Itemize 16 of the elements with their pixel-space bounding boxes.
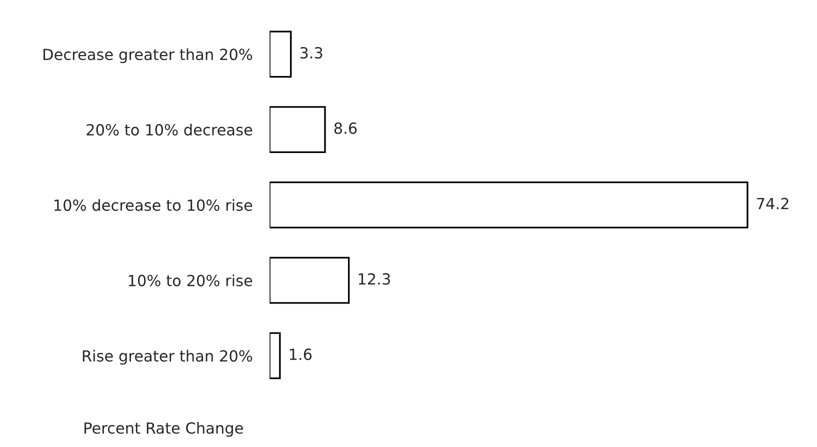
- bar: [270, 181, 748, 228]
- y-tick-label: 10% decrease to 10% rise: [54, 199, 252, 211]
- bar: [270, 106, 326, 153]
- x-axis-title: Percent Rate Change: [84, 422, 243, 437]
- data-label: 74.2: [757, 198, 788, 210]
- y-tick-label: 10% to 20% rise: [128, 274, 252, 286]
- y-tick-label: Rise greater than 20%: [82, 350, 252, 365]
- bar: [270, 332, 281, 380]
- data-label: 8.6: [334, 122, 357, 134]
- y-tick-label: 20% to 10% decrease: [86, 124, 252, 136]
- data-label: 3.3: [300, 47, 322, 59]
- data-label: 1.6: [290, 348, 312, 360]
- bar: [270, 30, 292, 78]
- y-tick-label: Decrease greater than 20%: [44, 48, 252, 64]
- data-label: 12.3: [358, 273, 390, 285]
- bar: [270, 256, 350, 304]
